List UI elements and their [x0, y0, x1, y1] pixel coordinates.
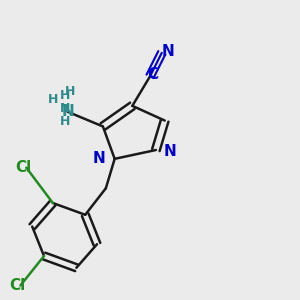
Text: H
N
H: H N H: [59, 89, 70, 128]
Text: H: H: [65, 85, 76, 98]
Text: H: H: [48, 93, 58, 106]
Text: C: C: [147, 68, 158, 82]
Text: Cl: Cl: [15, 160, 32, 175]
Text: N: N: [161, 44, 174, 59]
Text: N: N: [61, 104, 74, 119]
Text: Cl: Cl: [9, 278, 26, 293]
Text: N: N: [93, 151, 106, 166]
Text: N: N: [163, 144, 176, 159]
